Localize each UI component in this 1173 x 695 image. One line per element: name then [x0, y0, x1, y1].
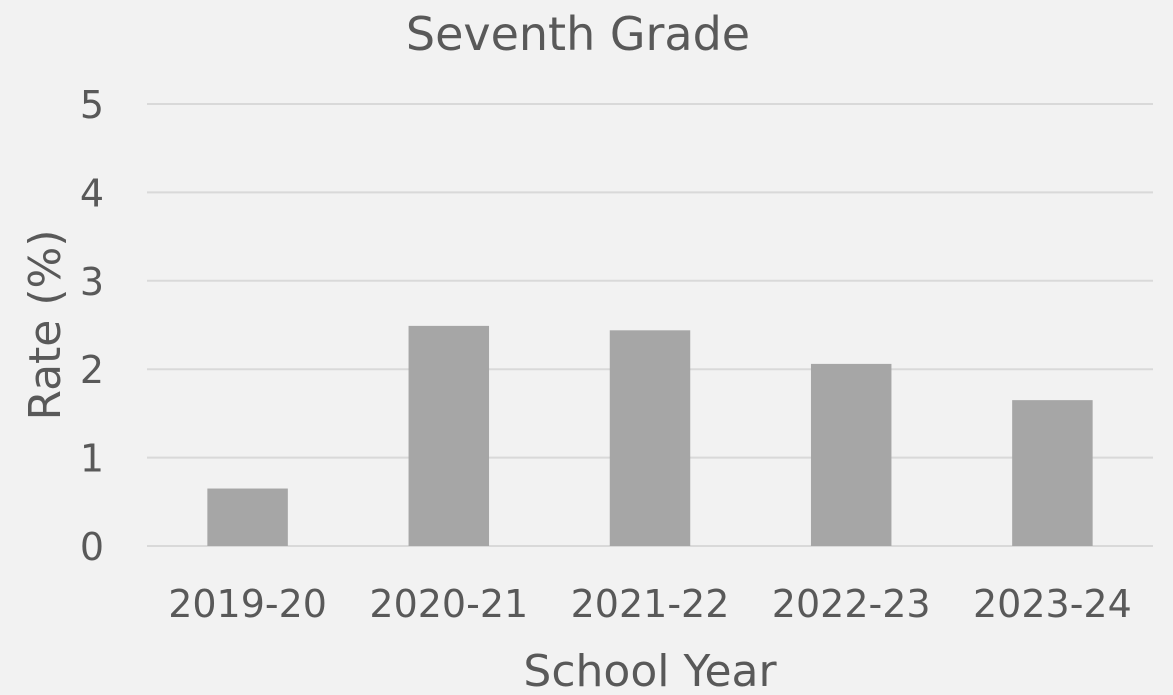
bar-2022-23	[810, 363, 892, 546]
x-tick-label-2020-21: 2020-21	[369, 582, 528, 626]
chart-title: Seventh Grade	[406, 7, 750, 61]
x-tick-label-2021-22: 2021-22	[571, 582, 730, 626]
bars	[207, 325, 1093, 546]
y-tick-label-3: 3	[80, 260, 104, 304]
y-axis-tick-labels: 0 1 2 3 4 5	[80, 83, 104, 569]
x-tick-label-2022-23: 2022-23	[772, 582, 931, 626]
x-tick-label-2023-24: 2023-24	[973, 582, 1132, 626]
bar-2019-20	[207, 488, 288, 546]
y-tick-label-1: 1	[80, 437, 104, 481]
y-tick-label-4: 4	[80, 171, 104, 215]
bar-2021-22	[609, 330, 691, 546]
bar-2023-24	[1012, 400, 1093, 546]
y-tick-label-5: 5	[80, 83, 104, 127]
y-tick-label-2: 2	[80, 348, 104, 392]
x-axis-tick-labels: 2019-20 2020-21 2021-22 2022-23 2023-24	[168, 582, 1132, 626]
x-tick-label-2019-20: 2019-20	[168, 582, 327, 626]
x-axis-title: School Year	[523, 646, 777, 695]
y-axis-title: Rate (%)	[20, 229, 71, 420]
bar-2020-21	[408, 325, 490, 546]
y-tick-label-0: 0	[80, 525, 104, 569]
